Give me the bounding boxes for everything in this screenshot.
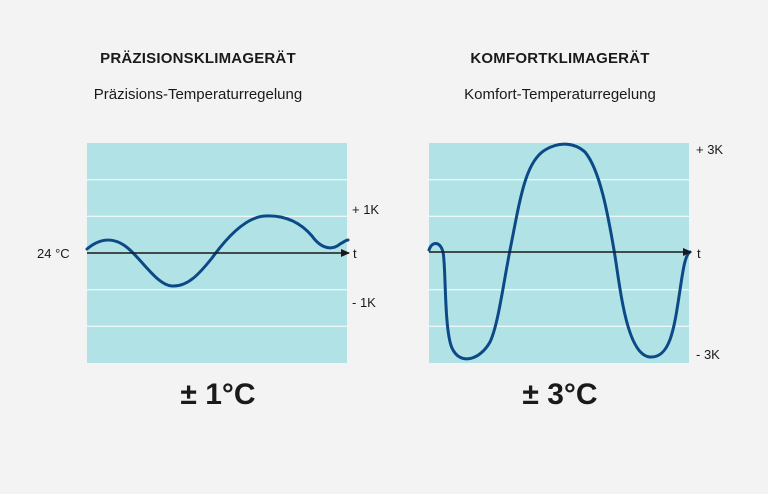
right-axis-t: t (697, 246, 701, 261)
right-panel-subtitle: Komfort-Temperaturregelung (464, 86, 656, 103)
left-tick-top: + 1K (352, 202, 379, 217)
left-panel-title: PRÄZISIONSKLIMAGERÄT (100, 50, 296, 67)
left-temperature-curve (85, 214, 350, 288)
left-gridlines (87, 179, 347, 327)
right-temperature-curve (427, 142, 692, 361)
left-axis-t: t (353, 246, 357, 261)
right-tick-bottom: - 3K (696, 347, 720, 362)
right-panel-title: KOMFORTKLIMAGERÄT (470, 50, 650, 67)
right-tolerance-label: ± 3°C (522, 378, 598, 411)
right-gridlines (429, 179, 689, 327)
right-tick-top: + 3K (696, 142, 723, 157)
left-panel-subtitle: Präzisions-Temperaturregelung (93, 86, 303, 103)
left-ylabel: 24 °C (37, 246, 70, 261)
left-tick-bottom: - 1K (352, 295, 376, 310)
right-plot-area (429, 143, 689, 363)
left-tolerance-label: ± 1°C (180, 378, 256, 411)
